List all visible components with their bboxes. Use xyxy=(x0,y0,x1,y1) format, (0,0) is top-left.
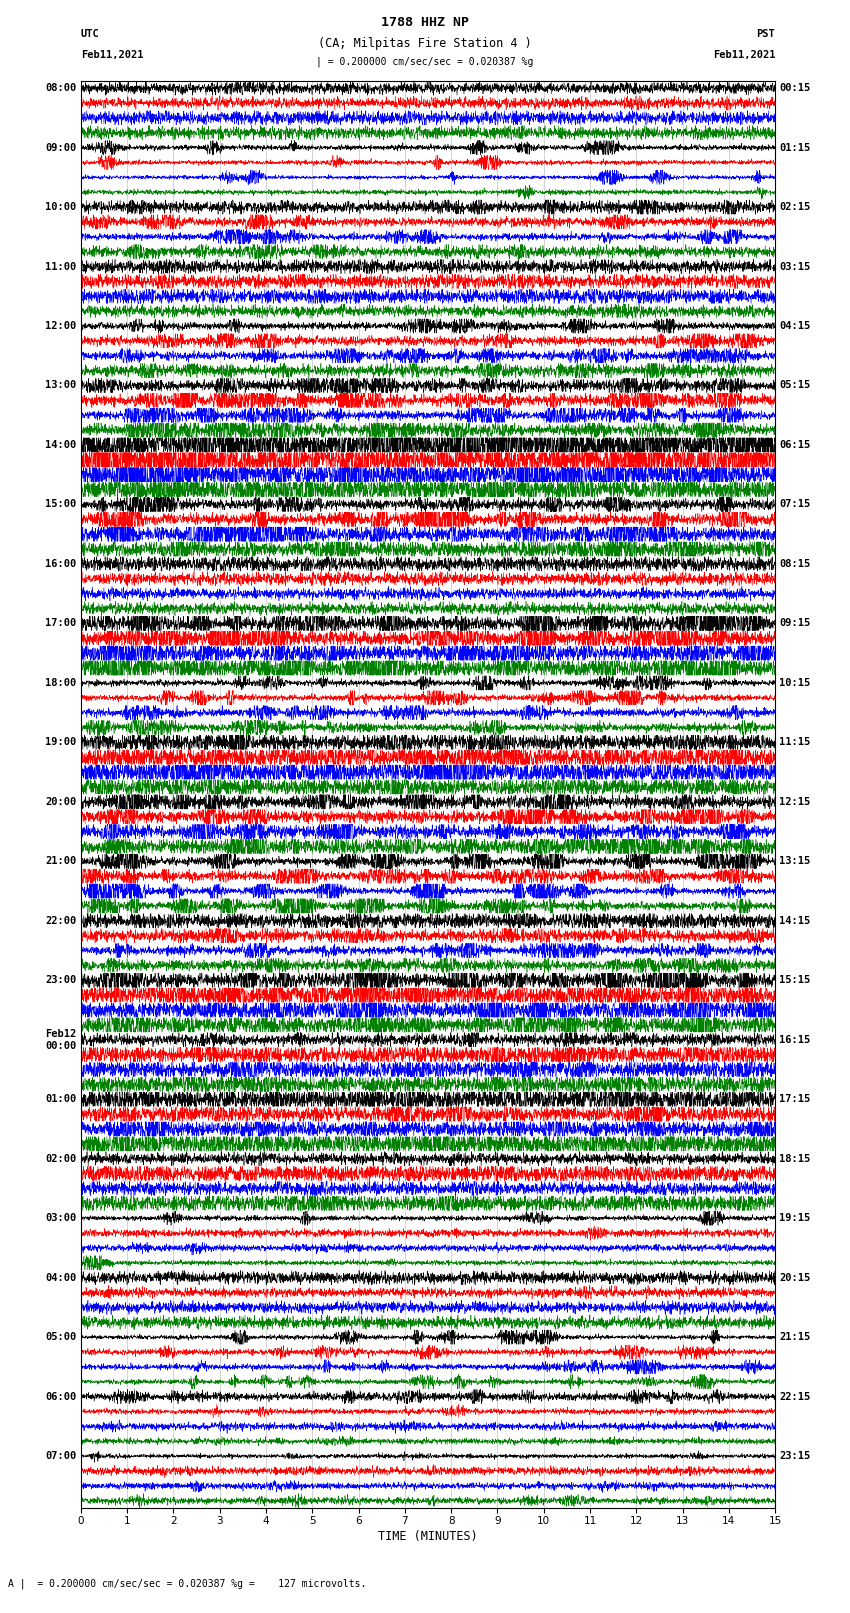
Text: 02:00: 02:00 xyxy=(45,1153,76,1163)
Text: A |  = 0.200000 cm/sec/sec = 0.020387 %g =    127 microvolts.: A | = 0.200000 cm/sec/sec = 0.020387 %g … xyxy=(8,1579,367,1589)
Text: 22:00: 22:00 xyxy=(45,916,76,926)
Text: (CA; Milpitas Fire Station 4 ): (CA; Milpitas Fire Station 4 ) xyxy=(318,37,532,50)
Text: 01:00: 01:00 xyxy=(45,1094,76,1105)
Text: 20:00: 20:00 xyxy=(45,797,76,806)
Text: 09:00: 09:00 xyxy=(45,142,76,153)
Text: 13:00: 13:00 xyxy=(45,381,76,390)
Text: 15:00: 15:00 xyxy=(45,500,76,510)
Text: 18:00: 18:00 xyxy=(45,677,76,687)
Text: 18:15: 18:15 xyxy=(779,1153,811,1163)
Text: 05:00: 05:00 xyxy=(45,1332,76,1342)
Text: 06:00: 06:00 xyxy=(45,1392,76,1402)
Text: 19:00: 19:00 xyxy=(45,737,76,747)
Text: 20:15: 20:15 xyxy=(779,1273,811,1282)
Text: 21:00: 21:00 xyxy=(45,857,76,866)
Text: 16:00: 16:00 xyxy=(45,560,76,569)
Text: 1788 HHZ NP: 1788 HHZ NP xyxy=(381,16,469,29)
Text: 16:15: 16:15 xyxy=(779,1036,811,1045)
Text: Feb11,2021: Feb11,2021 xyxy=(712,50,775,60)
Text: 11:00: 11:00 xyxy=(45,261,76,271)
Text: 21:15: 21:15 xyxy=(779,1332,811,1342)
Text: 08:15: 08:15 xyxy=(779,560,811,569)
Text: 05:15: 05:15 xyxy=(779,381,811,390)
Text: 03:15: 03:15 xyxy=(779,261,811,271)
Text: 10:15: 10:15 xyxy=(779,677,811,687)
Text: Feb12
00:00: Feb12 00:00 xyxy=(45,1029,76,1050)
Text: 12:15: 12:15 xyxy=(779,797,811,806)
Text: 23:15: 23:15 xyxy=(779,1452,811,1461)
Text: 19:15: 19:15 xyxy=(779,1213,811,1223)
X-axis label: TIME (MINUTES): TIME (MINUTES) xyxy=(378,1531,478,1544)
Text: 07:15: 07:15 xyxy=(779,500,811,510)
Text: 04:00: 04:00 xyxy=(45,1273,76,1282)
Text: 12:00: 12:00 xyxy=(45,321,76,331)
Text: 04:15: 04:15 xyxy=(779,321,811,331)
Text: 13:15: 13:15 xyxy=(779,857,811,866)
Text: 17:15: 17:15 xyxy=(779,1094,811,1105)
Text: Feb11,2021: Feb11,2021 xyxy=(81,50,144,60)
Text: 23:00: 23:00 xyxy=(45,976,76,986)
Text: | = 0.200000 cm/sec/sec = 0.020387 %g: | = 0.200000 cm/sec/sec = 0.020387 %g xyxy=(316,56,534,68)
Text: 01:15: 01:15 xyxy=(779,142,811,153)
Text: 11:15: 11:15 xyxy=(779,737,811,747)
Text: 03:00: 03:00 xyxy=(45,1213,76,1223)
Text: 17:00: 17:00 xyxy=(45,618,76,629)
Text: 02:15: 02:15 xyxy=(779,202,811,211)
Text: 22:15: 22:15 xyxy=(779,1392,811,1402)
Text: 08:00: 08:00 xyxy=(45,84,76,94)
Text: 00:15: 00:15 xyxy=(779,84,811,94)
Text: 06:15: 06:15 xyxy=(779,440,811,450)
Text: UTC: UTC xyxy=(81,29,99,39)
Text: 14:15: 14:15 xyxy=(779,916,811,926)
Text: 09:15: 09:15 xyxy=(779,618,811,629)
Text: 14:00: 14:00 xyxy=(45,440,76,450)
Text: 07:00: 07:00 xyxy=(45,1452,76,1461)
Text: 10:00: 10:00 xyxy=(45,202,76,211)
Text: PST: PST xyxy=(756,29,775,39)
Text: 15:15: 15:15 xyxy=(779,976,811,986)
